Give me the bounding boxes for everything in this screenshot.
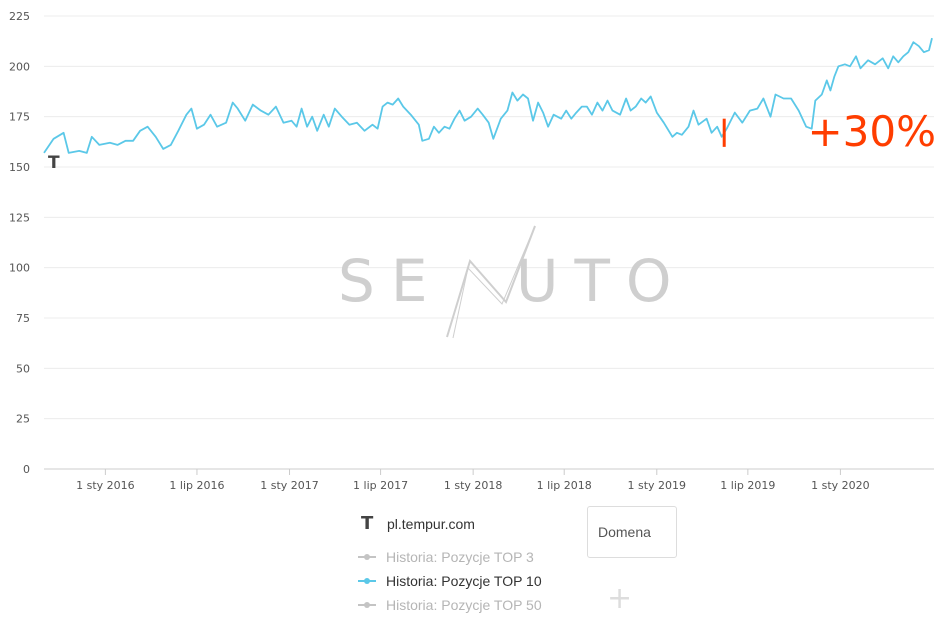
- domain-input-label: Domena: [598, 524, 651, 540]
- watermark-text-left: SE: [338, 247, 443, 315]
- y-tick-label: 225: [9, 10, 30, 23]
- line-chart: 0 25 50 75 100 125 150 175 200 225 1 sty 2016 1 lip…: [9, 10, 936, 492]
- tempur-t-icon: T: [361, 513, 374, 534]
- legend-line-icon: [358, 578, 376, 584]
- watermark-n-icon: [452, 225, 536, 339]
- legend-item-top3[interactable]: Historia: Pozycje TOP 3: [358, 545, 542, 569]
- legend-line-icon: [358, 602, 376, 608]
- y-tick-label: 0: [23, 463, 30, 476]
- legend-item-label: Historia: Pozycje TOP 3: [386, 549, 534, 565]
- add-domain-button[interactable]: +: [607, 581, 633, 616]
- watermark-n-icon: [446, 225, 536, 338]
- legend-item-top10[interactable]: Historia: Pozycje TOP 10: [358, 569, 542, 593]
- chart-t-icon: T: [48, 153, 60, 173]
- x-tick-label: 1 sty 2019: [628, 479, 687, 492]
- annotation-growth-label: +30%: [807, 107, 936, 156]
- x-tick-label: 1 sty 2017: [260, 479, 319, 492]
- y-tick-label: 200: [9, 60, 30, 73]
- legend-item-top50[interactable]: Historia: Pozycje TOP 50: [358, 593, 542, 617]
- legend-domain: T pl.tempur.com: [361, 513, 475, 534]
- x-tick-label: 1 sty 2016: [76, 479, 135, 492]
- x-tick-label: 1 lip 2016: [169, 479, 224, 492]
- y-tick-label: 125: [9, 211, 30, 224]
- x-tick-label: 1 lip 2017: [353, 479, 408, 492]
- domain-input-box[interactable]: Domena: [587, 506, 677, 558]
- watermark-text-right: UTO: [516, 247, 688, 315]
- legend-line-icon: [358, 554, 376, 560]
- legend-item-label: Historia: Pozycje TOP 10: [386, 573, 542, 589]
- x-tick-label: 1 sty 2020: [811, 479, 870, 492]
- x-tick-label: 1 lip 2018: [537, 479, 592, 492]
- legend-item-label: Historia: Pozycje TOP 50: [386, 597, 542, 613]
- y-tick-label: 100: [9, 262, 30, 275]
- y-tick-label: 50: [16, 362, 30, 375]
- y-tick-label: 25: [16, 413, 30, 426]
- x-tick-label: 1 lip 2019: [720, 479, 775, 492]
- x-tick-label: 1 sty 2018: [444, 479, 503, 492]
- legend-list: Historia: Pozycje TOP 3 Historia: Pozycj…: [358, 545, 542, 617]
- series-line-top10: [43, 37, 933, 154]
- y-tick-label: 175: [9, 111, 30, 124]
- domain-label: pl.tempur.com: [387, 515, 475, 532]
- y-tick-label: 75: [16, 312, 30, 325]
- y-tick-label: 150: [9, 161, 30, 174]
